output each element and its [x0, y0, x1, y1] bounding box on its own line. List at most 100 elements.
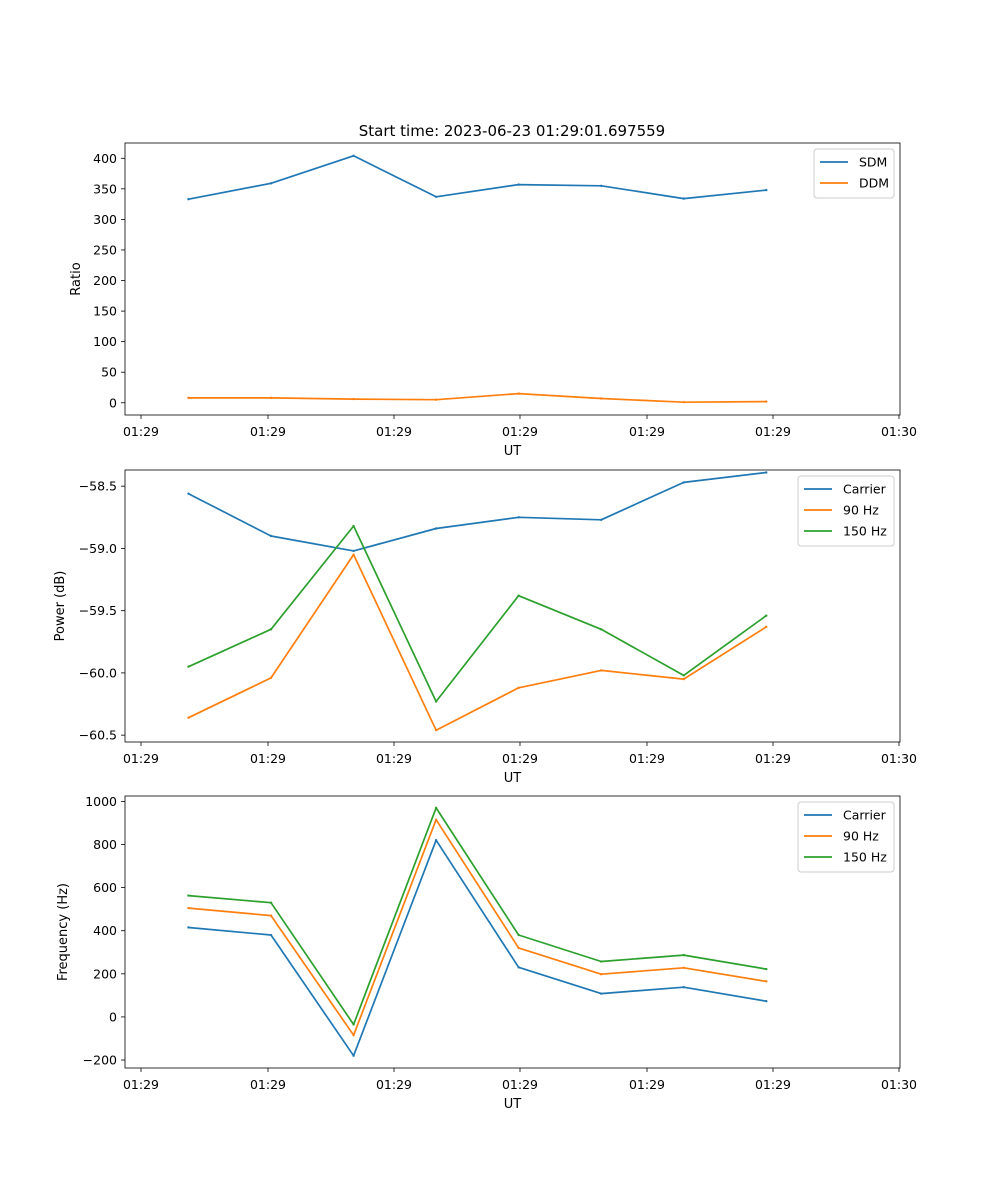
series-line-2: [188, 553, 767, 732]
data-point: [517, 183, 520, 186]
y-tick-label: −200: [83, 1053, 117, 1068]
figure-title: Start time: 2023-06-23 01:29:01.697559: [359, 122, 665, 140]
axes-frame: [124, 795, 901, 1069]
data-point: [434, 818, 438, 821]
y-tick-label: 800: [93, 837, 117, 852]
y-tick-label: −60.5: [79, 728, 117, 743]
data-point: [765, 400, 768, 403]
data-point: [434, 838, 438, 842]
y-tick-label: 200: [93, 966, 117, 981]
data-point: [599, 397, 603, 400]
data-point: [682, 674, 685, 677]
series-line-2: [188, 818, 767, 1037]
y-tick-label: −60.0: [79, 665, 117, 680]
x-tick-label: 01:29: [629, 424, 665, 439]
legend-entry: Carrier: [843, 482, 887, 497]
axes-frame: [124, 142, 901, 416]
data-point: [517, 946, 520, 950]
y-tick-label: 150: [93, 304, 117, 319]
x-tick-label: 01:29: [123, 1077, 159, 1092]
data-point: [517, 516, 520, 519]
data-point: [682, 985, 685, 989]
data-point: [434, 806, 438, 810]
x-axis-label: UT: [504, 444, 522, 459]
y-tick-label: 0: [109, 395, 117, 410]
legend-entry: 150 Hz: [843, 850, 887, 865]
x-tick-label: 01:29: [250, 1077, 286, 1092]
x-tick-label: 01:29: [755, 751, 791, 766]
data-point: [269, 901, 273, 904]
y-tick-label: 100: [93, 334, 117, 349]
data-point: [187, 906, 190, 910]
x-tick-label: 01:29: [250, 751, 286, 766]
x-tick-label: 01:29: [123, 751, 159, 766]
y-axis-label: Power (dB): [53, 571, 68, 642]
data-point: [517, 392, 520, 395]
data-point: [434, 398, 438, 401]
x-tick-label: 01:29: [629, 751, 665, 766]
y-axis-label: Ratio: [69, 262, 84, 295]
series-line-3: [188, 807, 767, 1026]
data-point: [269, 914, 273, 917]
data-point: [352, 1023, 355, 1026]
data-point: [269, 676, 273, 680]
y-tick-label: −58.5: [79, 479, 117, 494]
data-point: [765, 188, 768, 192]
y-tick-label: −59.5: [79, 603, 117, 618]
x-axis-label: UT: [504, 771, 522, 786]
x-tick-label: 01:29: [376, 1077, 412, 1092]
data-point: [352, 154, 355, 158]
x-tick-label: 01:29: [755, 424, 791, 439]
legend-box: [797, 475, 895, 547]
data-point: [434, 195, 438, 198]
data-point: [599, 973, 603, 976]
x-tick-label: 01:30: [881, 424, 917, 439]
data-point: [352, 1034, 355, 1037]
chart-panel-1: 01:29 01:29 01:29 01:29 01:29 01:29 01:30 UT 0 50…: [69, 142, 917, 459]
data-point: [187, 894, 190, 897]
data-point: [682, 953, 685, 957]
data-point: [269, 396, 273, 400]
charts-container: 01:29 01:29 01:29 01:29 01:29 01:29 01:30 UT 0 50…: [53, 142, 917, 1112]
chart-panel-2: 01:29 01:29 01:29 01:29 01:29 01:29 01:30 UT −60…: [53, 469, 917, 786]
x-tick-label: 01:29: [629, 1077, 665, 1092]
legend-box: [797, 801, 895, 873]
series-line-1: [188, 471, 767, 552]
data-point: [187, 926, 190, 929]
data-point: [599, 184, 603, 187]
y-tick-label: 350: [93, 181, 117, 196]
data-point: [187, 396, 190, 400]
data-point: [599, 960, 603, 963]
x-axis-label: UT: [504, 1097, 522, 1112]
data-point: [765, 999, 768, 1003]
x-tick-label: 01:29: [755, 1077, 791, 1092]
y-tick-label: −59.0: [79, 541, 117, 556]
data-point: [187, 716, 190, 719]
data-point: [187, 198, 190, 201]
data-point: [682, 197, 685, 200]
data-point: [517, 686, 520, 690]
data-point: [269, 534, 273, 538]
x-tick-label: 01:30: [881, 1077, 917, 1092]
data-point: [269, 628, 273, 631]
axes-frame: [124, 469, 901, 743]
series-line-3: [188, 525, 767, 703]
data-point: [434, 728, 438, 732]
data-point: [765, 980, 768, 983]
data-point: [352, 553, 355, 556]
x-tick-label: 01:30: [881, 751, 917, 766]
series-line-1: [188, 839, 767, 1057]
data-point: [682, 481, 685, 484]
y-tick-label: 1000: [85, 794, 117, 809]
y-tick-label: 600: [93, 880, 117, 895]
y-tick-label: 200: [93, 273, 117, 288]
data-point: [765, 614, 768, 617]
x-tick-label: 01:29: [250, 424, 286, 439]
data-point: [765, 625, 768, 629]
data-point: [352, 524, 355, 528]
data-point: [599, 669, 603, 672]
legend-entry: 90 Hz: [843, 829, 879, 844]
y-tick-label: 300: [93, 212, 117, 227]
